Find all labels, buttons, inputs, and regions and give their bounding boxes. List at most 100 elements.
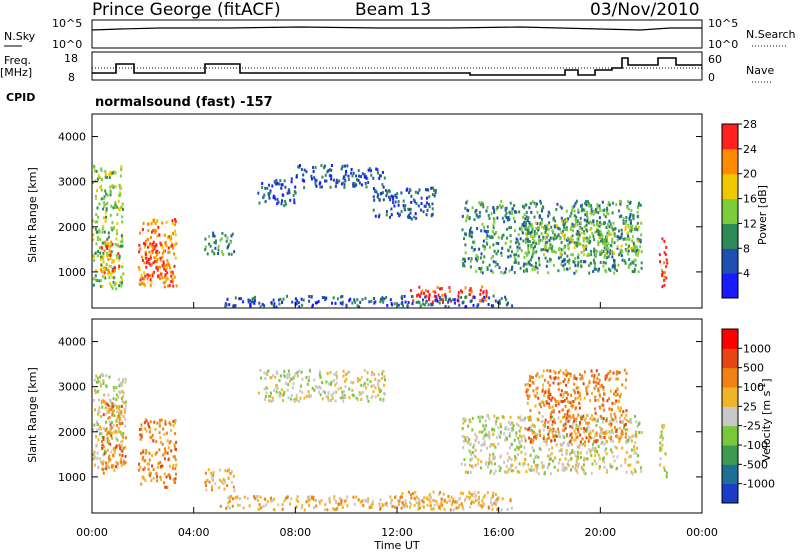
xtick-label-4: 16:00: [483, 526, 515, 539]
velocity-region-4: [257, 368, 386, 403]
power-ytick-label-1: 2000: [58, 221, 86, 234]
freq-tick-top: 18: [64, 52, 78, 65]
velocity-colorbar-swatch-3: [722, 425, 738, 446]
velocity-colorbar-label-6: -500: [743, 458, 768, 471]
cpid-text: normalsound (fast) -157: [95, 95, 273, 110]
xaxis-label: Time UT: [373, 539, 419, 552]
velocity-y-axis: 1000 2000 3000 4000: [58, 336, 702, 484]
power-colorbar-swatch-2: [722, 223, 738, 249]
power-colorbar-swatch-4: [722, 173, 738, 200]
power-region-5: [257, 177, 297, 208]
freq-unit: [MHz]: [0, 66, 32, 79]
xtick-label-3: 12:00: [381, 526, 413, 539]
power-heatmap: [92, 164, 669, 309]
velocity-colorbar: 1000 500 100 25 -25 -100 -500 -1000: [721, 328, 775, 504]
velocity-colorbar-label-0: 1000: [743, 342, 771, 355]
power-colorbar-label-0: 4: [743, 267, 750, 280]
velocity-heatmap: [92, 368, 668, 512]
power-ytick-label-3: 4000: [58, 131, 86, 144]
xtick-label-6: 00:00: [686, 526, 718, 539]
power-colorbar: 4 8 12 16 20 24 28: [721, 118, 757, 299]
xtick-label-1: 04:00: [178, 526, 210, 539]
nsky-label: N.Sky: [4, 30, 36, 43]
xtick-label-5: 20:00: [584, 526, 616, 539]
nsearch-tick-top: 10^5: [708, 17, 738, 30]
velocity-colorbar-label-5: -100: [743, 439, 768, 452]
power-ytick-label-0: 1000: [58, 266, 86, 279]
velocity-colorbar-swatch-5: [722, 387, 738, 407]
power-region-12: [658, 237, 669, 289]
power-region-6: [295, 164, 386, 190]
velocity-colorbar-label-1: 500: [743, 362, 764, 375]
nsearch-tick-bottom: 10^0: [708, 38, 738, 51]
velocity-colorbar-label-exp: -1: [758, 383, 767, 391]
cpid-label: CPID: [6, 91, 35, 104]
velocity-colorbar-label: Velocity [m s-1]: [758, 378, 773, 461]
power-colorbar-swatch-1: [722, 248, 738, 274]
time-x-axis: 00:00 04:00 08:00 12:00 16:00 20:00 00:00: [76, 302, 718, 539]
power-colorbar-swatch-5: [722, 148, 738, 175]
velocity-ytick-label-0: 1000: [58, 471, 86, 484]
velocity-region-2: [137, 418, 178, 489]
freq-panel: [91, 51, 703, 81]
velocity-colorbar-label-7: -1000: [743, 478, 775, 491]
velocity-colorbar-swatch-1: [722, 464, 738, 485]
power-colorbar-frame: [721, 123, 739, 299]
velocity-ytick-label-3: 4000: [58, 336, 86, 349]
power-region-4: [204, 231, 236, 256]
power-region-9: [224, 294, 514, 309]
freq-tick-bottom: 8: [68, 71, 75, 84]
velocity-colorbar-frame: [721, 328, 739, 504]
power-colorbar-label-6: 28: [743, 118, 757, 131]
nsky-tick-top: 10^5: [52, 17, 82, 30]
nsearch-label: N.Search: [746, 28, 796, 41]
power-colorbar-swatch-3: [722, 198, 738, 224]
velocity-region-1: [99, 400, 127, 475]
velocity-colorbar-swatch-4: [722, 406, 738, 427]
power-colorbar-label-3: 16: [743, 193, 757, 206]
velocity-region-3: [204, 468, 236, 493]
power-region-11: [524, 218, 643, 257]
freq-line: [92, 57, 702, 76]
power-colorbar-label-2: 12: [743, 217, 757, 230]
station-title: Prince George (fitACF): [92, 0, 281, 20]
velocity-region-8: [524, 368, 628, 444]
velocity-ytick-label-1: 2000: [58, 426, 86, 439]
power-region-1: [99, 240, 121, 278]
velocity-colorbar-label-4: -25: [743, 420, 761, 433]
power-y-axis: 1000 2000 3000 4000: [58, 131, 702, 279]
beam-title: Beam 13: [355, 0, 431, 20]
nsky-tick-bottom: 10^0: [52, 38, 82, 51]
velocity-colorbar-swatch-6: [722, 367, 738, 388]
power-colorbar-swatch-0: [722, 273, 738, 299]
power-panel-frame: [91, 113, 703, 309]
freq-label: Freq.: [4, 54, 31, 67]
power-ylabel: Slant Range [km]: [26, 167, 39, 263]
velocity-region-5: [219, 495, 513, 512]
power-colorbar-label-5: 24: [743, 143, 757, 156]
velocity-colorbar-swatch-8: [722, 329, 738, 349]
xtick-label-2: 08:00: [279, 526, 311, 539]
nsky-panel: [91, 19, 703, 49]
power-region-0: [92, 165, 125, 291]
power-region-2: [137, 218, 178, 289]
velocity-ylabel: Slant Range [km]: [26, 367, 39, 463]
nave-tick-top: 60: [708, 53, 722, 66]
power-ytick-label-2: 3000: [58, 176, 86, 189]
velocity-colorbar-label-main: Velocity [m s: [760, 390, 773, 461]
velocity-colorbar-label-3: 25: [743, 400, 757, 413]
nave-tick-bottom: 0: [708, 71, 715, 84]
power-region-3: [143, 240, 170, 279]
velocity-region-7: [460, 413, 643, 476]
nsky-line: [91, 26, 702, 31]
velocity-colorbar-label-2: 100: [743, 381, 764, 394]
xtick-label-0: 00:00: [76, 526, 108, 539]
velocity-colorbar-swatch-0: [722, 483, 738, 504]
velocity-colorbar-swatch-7: [722, 348, 738, 369]
power-colorbar-swatch-6: [722, 124, 738, 150]
power-colorbar-label: Power [dB]: [756, 185, 769, 245]
velocity-colorbar-label-close: ]: [760, 378, 773, 382]
velocity-region-6: [397, 490, 500, 507]
velocity-region-9: [658, 424, 668, 479]
